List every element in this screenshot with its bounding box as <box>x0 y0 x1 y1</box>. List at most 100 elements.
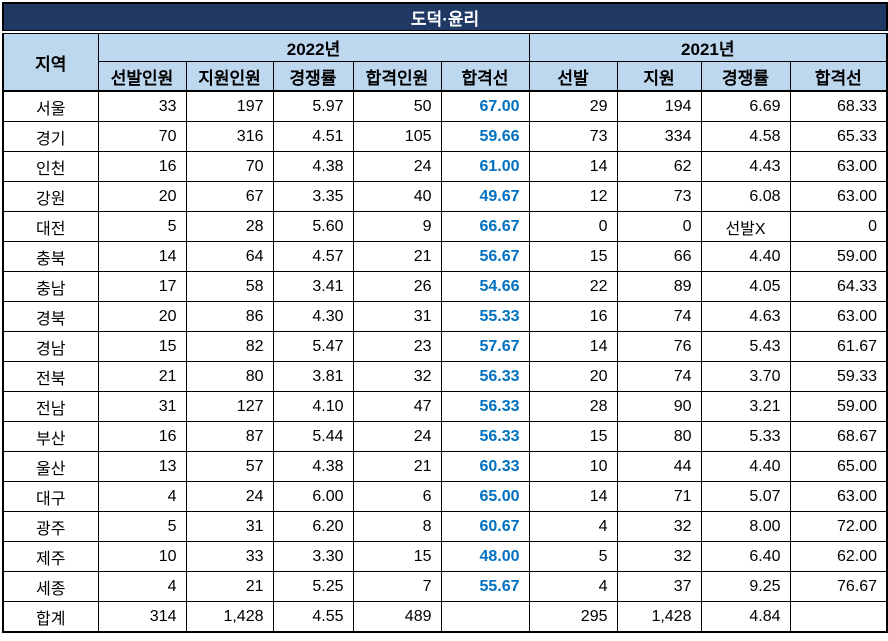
cutoff-2022-cell: 55.33 <box>440 301 530 332</box>
value-cell: 65.33 <box>789 121 888 152</box>
value-cell: 4.10 <box>272 391 354 422</box>
value-cell: 4.30 <box>272 301 354 332</box>
value-cell: 76.67 <box>789 571 888 602</box>
value-cell: 0 <box>528 211 618 242</box>
value-cell: 66 <box>616 241 702 272</box>
table-row: 충북 14 64 4.57 21 56.67 15 66 4.40 59.00 <box>2 241 888 272</box>
value-cell: 5.43 <box>700 331 791 362</box>
region-cell: 강원 <box>2 181 99 212</box>
value-cell: 90 <box>616 391 702 422</box>
col-header-2022-seonbal: 선발인원 <box>97 61 187 92</box>
value-cell: 64.33 <box>789 271 888 302</box>
value-cell: 17 <box>97 271 187 302</box>
value-cell: 62 <box>616 151 702 182</box>
value-cell: 63.00 <box>789 301 888 332</box>
value-cell: 4 <box>97 481 187 512</box>
cutoff-2022-cell: 49.67 <box>440 181 530 212</box>
value-cell: 197 <box>185 90 274 122</box>
region-cell: 전북 <box>2 361 99 392</box>
value-cell: 194 <box>616 90 702 122</box>
value-cell: 6 <box>352 481 442 512</box>
value-cell: 4.63 <box>700 301 791 332</box>
cutoff-2022-cell: 67.00 <box>440 90 530 122</box>
value-cell: 89 <box>616 271 702 302</box>
value-cell: 4.40 <box>700 451 791 482</box>
region-cell: 경기 <box>2 121 99 152</box>
cutoff-2022-cell: 60.33 <box>440 451 530 482</box>
value-cell: 5.07 <box>700 481 791 512</box>
value-cell: 23 <box>352 331 442 362</box>
value-cell: 21 <box>185 571 274 602</box>
region-cell: 울산 <box>2 451 99 482</box>
value-cell: 15 <box>97 331 187 362</box>
value-cell: 5 <box>97 511 187 542</box>
value-cell: 87 <box>185 421 274 452</box>
value-cell: 50 <box>352 90 442 122</box>
value-cell: 21 <box>352 241 442 272</box>
value-cell: 40 <box>352 181 442 212</box>
table-row: 세종 4 21 5.25 7 55.67 4 37 9.25 76.67 <box>2 571 888 602</box>
cutoff-2022-cell: 48.00 <box>440 541 530 572</box>
value-cell: 4 <box>528 571 618 602</box>
value-cell: 4.38 <box>272 451 354 482</box>
value-cell: 74 <box>616 301 702 332</box>
value-cell: 489 <box>352 601 442 633</box>
value-cell: 73 <box>616 181 702 212</box>
value-cell: 28 <box>185 211 274 242</box>
value-cell: 44 <box>616 451 702 482</box>
value-cell: 70 <box>97 121 187 152</box>
value-cell: 24 <box>352 421 442 452</box>
value-cell: 63.00 <box>789 151 888 182</box>
cutoff-2022-cell: 56.33 <box>440 421 530 452</box>
region-cell: 경남 <box>2 331 99 362</box>
value-cell: 12 <box>528 181 618 212</box>
value-cell: 3.35 <box>272 181 354 212</box>
value-cell: 3.70 <box>700 361 791 392</box>
value-cell: 32 <box>616 511 702 542</box>
table-row: 강원 20 67 3.35 40 49.67 12 73 6.08 63.00 <box>2 181 888 212</box>
table-row: 광주 5 31 6.20 8 60.67 4 32 8.00 72.00 <box>2 511 888 542</box>
col-header-2021-cutoff: 합격선 <box>789 61 888 92</box>
value-cell: 73 <box>528 121 618 152</box>
value-cell: 58 <box>185 271 274 302</box>
year-header-row: 지역 2022년 2021년 <box>2 31 888 92</box>
value-cell: 5.60 <box>272 211 354 242</box>
value-cell: 14 <box>528 331 618 362</box>
region-cell: 대전 <box>2 211 99 242</box>
value-cell: 4.57 <box>272 241 354 272</box>
value-cell: 6.08 <box>700 181 791 212</box>
value-cell: 4.58 <box>700 121 791 152</box>
region-cell: 충남 <box>2 271 99 302</box>
value-cell: 65.00 <box>789 451 888 482</box>
value-cell: 37 <box>616 571 702 602</box>
value-cell: 16 <box>97 151 187 182</box>
region-column-header: 지역 <box>2 31 99 92</box>
value-cell: 64 <box>185 241 274 272</box>
col-header-2021-ratio: 경쟁률 <box>700 61 791 92</box>
table-row: 경남 15 82 5.47 23 57.67 14 76 5.43 61.67 <box>2 331 888 362</box>
region-cell: 충북 <box>2 241 99 272</box>
cutoff-2022-cell: 65.00 <box>440 481 530 512</box>
col-header-2022-ratio: 경쟁률 <box>272 61 354 92</box>
value-cell: 16 <box>528 301 618 332</box>
value-cell: 5.47 <box>272 331 354 362</box>
value-cell: 3.81 <box>272 361 354 392</box>
cutoff-2022-cell: 56.33 <box>440 361 530 392</box>
value-cell: 4 <box>528 511 618 542</box>
value-cell: 6.40 <box>700 541 791 572</box>
value-cell: 314 <box>97 601 187 633</box>
value-cell: 14 <box>528 151 618 182</box>
col-header-2021-seonbal: 선발 <box>528 61 618 92</box>
col-header-2021-jiwon: 지원 <box>616 61 702 92</box>
value-cell: 20 <box>97 301 187 332</box>
table-row: 경북 20 86 4.30 31 55.33 16 74 4.63 63.00 <box>2 301 888 332</box>
region-cell: 서울 <box>2 90 99 122</box>
table-row: 대전 5 28 5.60 9 66.67 0 0 선발X 0 <box>2 211 888 242</box>
value-cell: 24 <box>185 481 274 512</box>
value-cell: 6.00 <box>272 481 354 512</box>
value-cell: 82 <box>185 331 274 362</box>
value-cell: 7 <box>352 571 442 602</box>
value-cell: 6.20 <box>272 511 354 542</box>
value-cell: 76 <box>616 331 702 362</box>
cutoff-2022-cell: 57.67 <box>440 331 530 362</box>
